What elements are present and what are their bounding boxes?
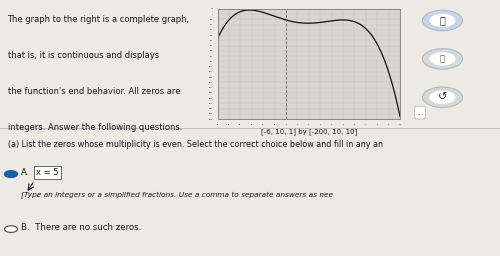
Text: A.: A. bbox=[21, 168, 29, 177]
Text: integers. Answer the following questions.: integers. Answer the following questions… bbox=[8, 123, 182, 132]
Text: B.  There are no such zeros.: B. There are no such zeros. bbox=[21, 223, 142, 232]
Circle shape bbox=[422, 49, 463, 69]
Text: (a) List the zeros whose multiplicity is even. Select the correct choice below a: (a) List the zeros whose multiplicity is… bbox=[8, 140, 382, 148]
Circle shape bbox=[4, 226, 18, 232]
Text: 🔍: 🔍 bbox=[440, 15, 446, 26]
Circle shape bbox=[430, 91, 456, 104]
Text: [Type an integers or a simplified fractions. Use a comma to separate answers as : [Type an integers or a simplified fracti… bbox=[21, 191, 333, 198]
Circle shape bbox=[422, 87, 463, 108]
Text: x = 5: x = 5 bbox=[36, 168, 59, 177]
Circle shape bbox=[422, 10, 463, 31]
Text: The graph to the right is a complete graph,: The graph to the right is a complete gra… bbox=[8, 15, 190, 24]
Text: ↺: ↺ bbox=[438, 92, 447, 102]
Text: that is, it is continuous and displays: that is, it is continuous and displays bbox=[8, 51, 158, 60]
Circle shape bbox=[430, 14, 456, 27]
Text: [-6, 10, 1] by [-200, 10, 10]: [-6, 10, 1] by [-200, 10, 10] bbox=[260, 128, 357, 135]
Text: 🔍: 🔍 bbox=[440, 54, 445, 63]
Circle shape bbox=[4, 171, 18, 177]
Circle shape bbox=[430, 52, 456, 66]
Text: ...: ... bbox=[416, 108, 424, 117]
Text: the function's end behavior. All zeros are: the function's end behavior. All zeros a… bbox=[8, 87, 180, 96]
